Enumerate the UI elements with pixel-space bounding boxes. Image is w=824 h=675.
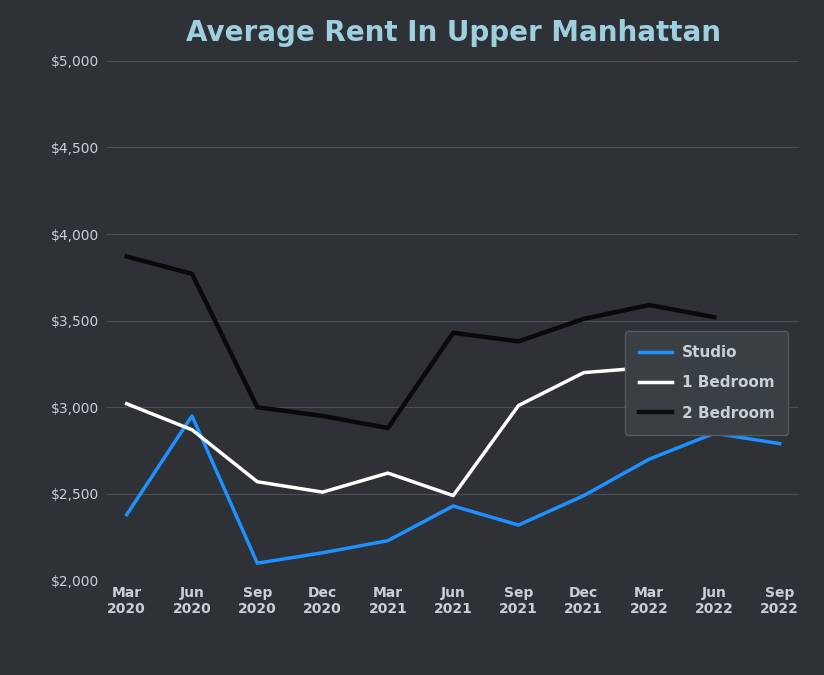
1 Bedroom	[318, 488, 328, 496]
1 Bedroom	[122, 400, 132, 408]
Studio	[187, 412, 197, 420]
2 Bedroom	[644, 301, 654, 309]
1 Bedroom	[775, 365, 784, 373]
1 Bedroom	[513, 402, 523, 410]
1 Bedroom	[709, 353, 719, 361]
2 Bedroom	[318, 412, 328, 420]
2 Bedroom	[709, 313, 719, 321]
Studio	[122, 510, 132, 518]
Legend: Studio, 1 Bedroom, 2 Bedroom: Studio, 1 Bedroom, 2 Bedroom	[625, 331, 789, 435]
1 Bedroom	[383, 469, 393, 477]
2 Bedroom	[578, 315, 588, 323]
1 Bedroom	[187, 426, 197, 434]
Line: 1 Bedroom: 1 Bedroom	[127, 357, 780, 495]
Studio	[578, 491, 588, 500]
1 Bedroom	[252, 478, 262, 486]
1 Bedroom	[448, 491, 458, 500]
2 Bedroom	[513, 338, 523, 346]
Studio	[775, 439, 784, 448]
Studio	[383, 537, 393, 545]
Studio	[448, 502, 458, 510]
Title: Average Rent In Upper Manhattan: Average Rent In Upper Manhattan	[185, 20, 721, 47]
Studio	[709, 429, 719, 437]
1 Bedroom	[578, 369, 588, 377]
2 Bedroom	[383, 424, 393, 432]
Studio	[318, 549, 328, 557]
2 Bedroom	[122, 252, 132, 261]
Studio	[644, 455, 654, 463]
2 Bedroom	[252, 403, 262, 411]
1 Bedroom	[644, 363, 654, 371]
Line: 2 Bedroom: 2 Bedroom	[127, 256, 714, 428]
Studio	[513, 521, 523, 529]
2 Bedroom	[187, 270, 197, 278]
2 Bedroom	[448, 329, 458, 337]
Line: Studio: Studio	[127, 416, 780, 563]
Studio	[252, 559, 262, 567]
